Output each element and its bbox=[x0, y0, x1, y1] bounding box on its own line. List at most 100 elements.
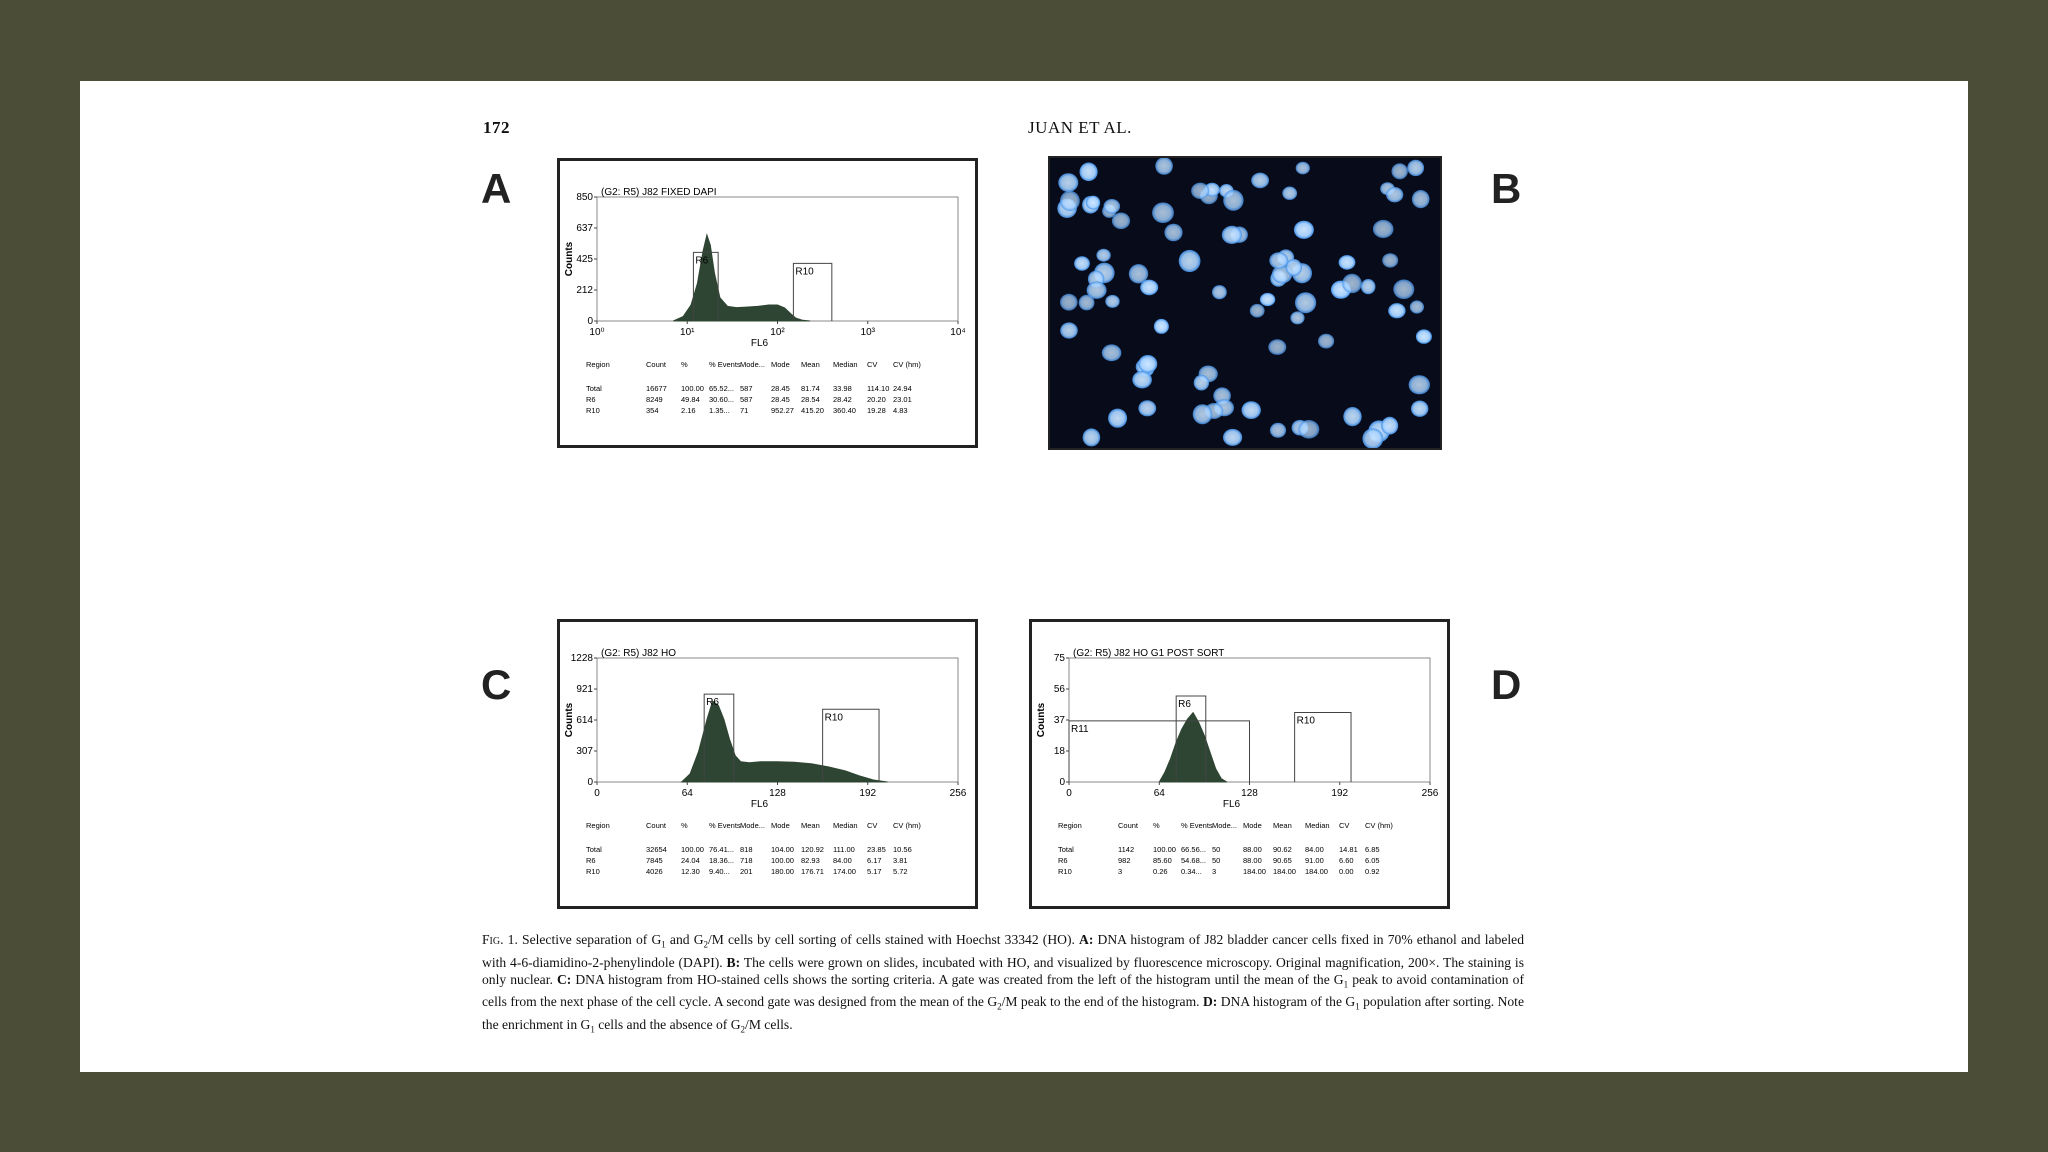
stats-cell: 23.85 bbox=[867, 845, 886, 854]
figure-caption: Fig. 1. Selective separation of G 1 and G… bbox=[482, 931, 1524, 1039]
nucleus bbox=[1269, 422, 1287, 438]
stats-cell: R10 bbox=[586, 867, 600, 876]
stats-cell: 23.01 bbox=[893, 395, 912, 404]
stats-cell: 354 bbox=[646, 406, 659, 415]
histogram-panel-c: (G2: R5) J82 HO Counts 1228 921 614 307 0 0 64 12… bbox=[557, 619, 978, 909]
nucleus bbox=[1223, 189, 1244, 211]
stats-cell: 18.36... bbox=[709, 856, 734, 865]
stats-cell: 4026 bbox=[646, 867, 663, 876]
gate-label: R10 bbox=[795, 266, 814, 277]
nucleus bbox=[1295, 292, 1317, 314]
nucleus bbox=[1060, 322, 1078, 339]
stats-header: Region bbox=[586, 360, 610, 369]
stats-cell: 33.98 bbox=[833, 384, 852, 393]
x-axis-label: FL6 bbox=[751, 338, 769, 349]
x-tick-label: 256 bbox=[950, 788, 967, 799]
histogram-svg: (G2: R5) J82 HO G1 POST SORT Counts 75 56 37… bbox=[1036, 648, 1439, 876]
stats-cell: 90.62 bbox=[1273, 845, 1292, 854]
gate-label: R6 bbox=[1178, 699, 1191, 710]
gate-marker bbox=[822, 708, 880, 782]
stats-cell: 84.00 bbox=[1305, 845, 1324, 854]
stats-cell: 415.20 bbox=[801, 406, 824, 415]
nucleus bbox=[1105, 294, 1120, 308]
stats-cell: 114.10 bbox=[867, 384, 889, 393]
stats-header: Median bbox=[833, 821, 858, 830]
stats-cell: 120.92 bbox=[801, 845, 824, 854]
stats-cell: 0.26 bbox=[1153, 867, 1168, 876]
stats-cell: 9.40... bbox=[709, 867, 730, 876]
nucleus bbox=[1111, 212, 1131, 230]
nucleus bbox=[1318, 333, 1335, 349]
nucleus bbox=[1193, 374, 1210, 391]
stats-header: % bbox=[1153, 821, 1160, 830]
nucleus bbox=[1411, 190, 1430, 209]
stats-cell: 88.00 bbox=[1243, 845, 1262, 854]
nucleus bbox=[1393, 279, 1415, 300]
stats-cell: 4.83 bbox=[893, 406, 908, 415]
paper-page: 172 JUAN ET AL. A B C D (G2: R5) J82 FIX… bbox=[80, 81, 1968, 1072]
stats-cell: 111.00 bbox=[833, 845, 855, 854]
x-tick-label: 10¹ bbox=[680, 327, 695, 338]
stats-cell: 174.00 bbox=[833, 867, 856, 876]
stats-cell: 5.72 bbox=[893, 867, 908, 876]
nucleus bbox=[1103, 199, 1121, 214]
y-tick-label: 614 bbox=[576, 715, 593, 726]
stats-header: Mode bbox=[1243, 821, 1262, 830]
stats-cell: 10.56 bbox=[893, 845, 912, 854]
stats-cell: 28.45 bbox=[771, 384, 790, 393]
gate-label: R6 bbox=[706, 697, 719, 708]
stats-header: % bbox=[681, 821, 688, 830]
caption-subscript: 2 bbox=[740, 1024, 746, 1035]
caption-subscript: 1 bbox=[1355, 1002, 1360, 1013]
nucleus bbox=[1223, 428, 1243, 446]
caption-text: Selective separation of G bbox=[522, 932, 662, 947]
stats-cell: 12.30 bbox=[681, 867, 700, 876]
stats-cell: 0.92 bbox=[1365, 867, 1380, 876]
stats-cell: 6.85 bbox=[1365, 845, 1380, 854]
histogram-panel-a: (G2: R5) J82 FIXED DAPI Counts 850 637 425 21… bbox=[557, 158, 978, 448]
running-head-authors: JUAN ET AL. bbox=[1028, 118, 1132, 137]
stats-header: CV bbox=[867, 821, 877, 830]
stats-header: Region bbox=[1058, 821, 1082, 830]
y-tick-label: 0 bbox=[587, 777, 593, 788]
stats-cell: 100.00 bbox=[681, 384, 704, 393]
stats-cell: 3 bbox=[1212, 867, 1216, 876]
nucleus bbox=[1386, 187, 1404, 203]
nucleus bbox=[1362, 428, 1384, 448]
stats-cell: 6.17 bbox=[867, 856, 882, 865]
nucleus bbox=[1343, 407, 1362, 427]
stats-cell: 718 bbox=[740, 856, 753, 865]
nucleus bbox=[1391, 163, 1408, 180]
nucleus bbox=[1138, 400, 1157, 417]
x-tick-label: 256 bbox=[1422, 788, 1439, 799]
figure-label: Fig. 1. bbox=[482, 932, 518, 947]
y-tick-label: 56 bbox=[1054, 684, 1066, 695]
caption-text: /M cells. bbox=[745, 1017, 793, 1033]
histogram-svg: (G2: R5) J82 HO Counts 1228 921 614 307 00 64 12… bbox=[564, 648, 967, 876]
caption-text: and G bbox=[665, 932, 704, 947]
stats-cell: 184.00 bbox=[1305, 867, 1328, 876]
caption-panel-ref: C: bbox=[556, 971, 572, 987]
stats-header: CV (hm) bbox=[893, 360, 921, 369]
stats-cell: 3.81 bbox=[893, 856, 908, 865]
stats-header: CV (hm) bbox=[1365, 821, 1393, 830]
y-tick-label: 921 bbox=[576, 684, 593, 695]
stats-cell: 90.65 bbox=[1273, 856, 1292, 865]
nucleus bbox=[1269, 252, 1289, 269]
stats-header: % Events bbox=[709, 360, 741, 369]
panel-label-c: C bbox=[481, 661, 512, 708]
panel-label-a: A bbox=[481, 165, 512, 212]
nucleus bbox=[1342, 273, 1362, 294]
nucleus bbox=[1360, 279, 1376, 295]
nucleus bbox=[1060, 293, 1078, 311]
stats-header: Median bbox=[833, 360, 858, 369]
nucleus bbox=[1192, 404, 1213, 425]
y-tick-label: 37 bbox=[1054, 715, 1066, 726]
stats-cell: 91.00 bbox=[1305, 856, 1324, 865]
caption-text: peak to avoid contamination of cells fro… bbox=[482, 971, 1524, 1010]
stats-header: Mean bbox=[801, 360, 820, 369]
x-tick-label: 10³ bbox=[861, 327, 876, 338]
stats-cell: 20.20 bbox=[867, 395, 886, 404]
gate-marker bbox=[1175, 695, 1207, 782]
nucleus bbox=[1078, 294, 1095, 311]
